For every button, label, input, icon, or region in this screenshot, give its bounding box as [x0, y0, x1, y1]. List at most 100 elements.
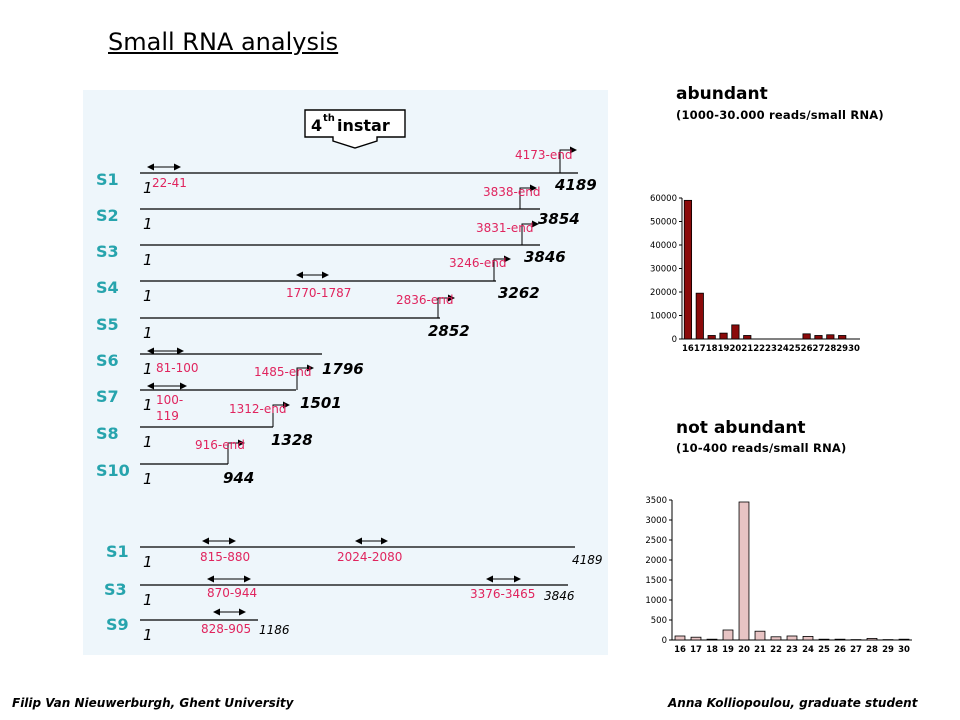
tail-arrow — [559, 146, 577, 173]
segment-row-s10: S10 1 944 916-end — [96, 438, 254, 488]
x-tick-label: 17 — [690, 645, 702, 655]
segment-name: S7 — [96, 387, 119, 406]
y-tick-label: 50000 — [650, 218, 677, 228]
y-tick-label: 2500 — [645, 536, 667, 546]
segment-name: S5 — [96, 315, 119, 334]
x-tick-label: 26 — [834, 645, 846, 655]
segment-start-label: 1 — [143, 179, 153, 197]
tail-arrow — [437, 294, 455, 318]
bar-28 — [866, 637, 878, 641]
stage-callout: 4 th instar — [304, 109, 406, 149]
tail-region-label: 3838-end — [483, 185, 540, 199]
footer-left-credit: Filip Van Nieuwerburgh, Ghent University — [12, 696, 294, 710]
y-tick-label: 500 — [651, 616, 667, 626]
not-abundant-title: not abundant — [676, 418, 806, 438]
x-tick-label: 16 — [682, 344, 694, 354]
page-title: Small RNA analysis — [108, 28, 339, 56]
segment-name: S8 — [96, 424, 119, 443]
tail-region-label: 2836-end — [396, 293, 453, 307]
x-tick-label: 25 — [789, 344, 801, 354]
stage-label-superscript: th — [323, 113, 335, 124]
segment-length-label: 4189 — [554, 176, 597, 194]
segment-name: S1 — [96, 170, 119, 189]
segment-length-label: 1186 — [259, 623, 290, 637]
region-label-cont: 119 — [156, 409, 179, 423]
segment-row-s4: S4 1 3262 3246-end 1770-1787 — [96, 255, 540, 305]
bar-19 — [719, 332, 728, 340]
region-label: 870-944 — [207, 586, 257, 600]
bar-30 — [898, 638, 910, 641]
x-tick-label: 23 — [765, 344, 777, 354]
bar-16 — [674, 635, 686, 641]
y-tick-label: 0 — [662, 636, 667, 646]
tail-region-label: 1485-end — [254, 365, 311, 379]
bar-23 — [786, 635, 798, 641]
not-abundant-subtitle: (10-400 reads/small RNA) — [676, 441, 847, 455]
tail-arrow — [519, 184, 537, 209]
segment-length-label: 3854 — [538, 210, 580, 228]
tail-arrow — [493, 255, 511, 281]
y-tick-label: 30000 — [650, 265, 677, 275]
bar-29 — [838, 335, 847, 340]
abundant-title: abundant — [676, 84, 768, 104]
y-tick-label: 2000 — [645, 556, 667, 566]
bar-26 — [802, 333, 811, 340]
segment-name: S10 — [96, 461, 130, 480]
segment-length-label: 944 — [223, 469, 254, 487]
segment-length-label: 1796 — [322, 360, 364, 378]
x-tick-label: 29 — [882, 645, 894, 655]
x-tick-label: 24 — [777, 344, 789, 354]
segment-length-label: 1328 — [271, 431, 313, 449]
x-tick-label: 22 — [753, 344, 765, 354]
region-label: 100- — [156, 393, 183, 407]
y-tick-label: 10000 — [650, 312, 677, 322]
tail-region-label: 916-end — [195, 438, 245, 452]
segment-row-b-s9: S9 1 1186 828-905 — [106, 608, 290, 644]
x-tick-label: 27 — [813, 344, 825, 354]
segment-start-label: 1 — [143, 360, 153, 378]
region-label: 81-100 — [156, 361, 199, 375]
tail-region-label: 3831-end — [476, 221, 533, 235]
bar-26 — [834, 638, 846, 641]
segments-group-b: S1 1 4189 815-880 2024-2080 S3 1 3846 870-944 337… — [104, 537, 603, 644]
tail-arrow — [296, 364, 314, 390]
tail-arrow — [227, 439, 245, 464]
bar-21 — [743, 335, 752, 340]
segment-start-label: 1 — [143, 433, 153, 451]
y-tick-label: 60000 — [650, 194, 677, 204]
bar-21 — [754, 630, 766, 641]
abundant-chart-container: 0 10000 20000 30000 40000 50000 60000 16 17 18 19 2… — [640, 188, 875, 360]
segment-row-s5: S5 1 2852 2836-end — [96, 293, 470, 342]
y-tick-label: 20000 — [650, 288, 677, 298]
x-tick-label: 22 — [770, 645, 782, 655]
abundant-subtitle: (1000-30.000 reads/small RNA) — [676, 108, 884, 122]
bar-18 — [707, 335, 716, 340]
segment-start-label: 1 — [143, 626, 153, 644]
segment-length-label: 3262 — [498, 284, 540, 302]
x-tick-label: 16 — [674, 645, 686, 655]
bar-28 — [826, 334, 835, 340]
segment-start-label: 1 — [143, 215, 153, 233]
segment-row-s8: S8 1 1328 1312-end — [96, 401, 313, 451]
y-tick-label: 0 — [672, 335, 677, 345]
segment-row-b-s1: S1 1 4189 815-880 2024-2080 — [106, 537, 603, 571]
y-tick-label: 40000 — [650, 241, 677, 251]
tail-arrow — [521, 220, 539, 245]
stage-label-rest: instar — [337, 116, 390, 135]
segment-name: S6 — [96, 351, 119, 370]
x-tick-label: 30 — [898, 645, 910, 655]
region-label: 828-905 — [201, 622, 251, 636]
x-tick-label: 27 — [850, 645, 862, 655]
y-tick-label: 3500 — [645, 496, 667, 506]
bar-22 — [770, 636, 782, 641]
segment-row-s3: S3 1 3846 3831-end — [96, 220, 566, 269]
segment-name: S3 — [96, 242, 119, 261]
x-tick-label: 19 — [718, 344, 730, 354]
segment-row-s7: S7 1 1501 1485-end 100- 119 — [96, 364, 342, 423]
region-label: 815-880 — [200, 550, 250, 564]
x-tick-label: 25 — [818, 645, 830, 655]
not-abundant-chart: 0 500 1000 1500 2000 2500 3000 3500 16 17 18 19 20 21… — [645, 496, 912, 655]
bar-20 — [731, 324, 740, 340]
segment-name: S3 — [104, 580, 127, 599]
